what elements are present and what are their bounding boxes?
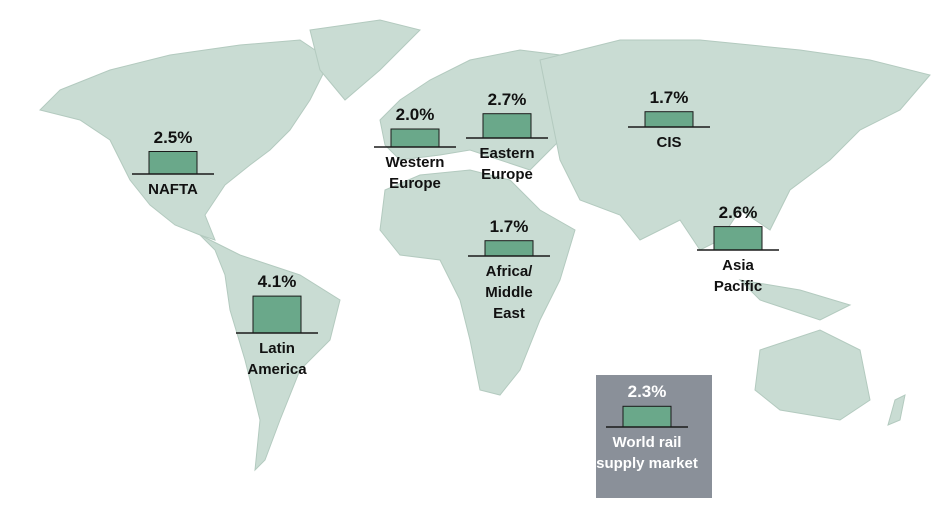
asia: [539, 39, 931, 251]
region-label: Eastern Europe: [479, 145, 535, 183]
value-label: 4.1%: [257, 272, 297, 292]
value-label: 2.5%: [153, 127, 193, 147]
value-label: 1.7%: [649, 87, 689, 107]
continents: [39, 19, 931, 472]
growth-bar: [252, 295, 302, 334]
growth-bar: [622, 405, 672, 428]
region-label: Latin America: [247, 340, 307, 378]
region-label: NAFTA: [148, 181, 198, 198]
world-box: [596, 375, 712, 498]
value-label: 2.3%: [627, 382, 667, 402]
value-label: 2.0%: [395, 105, 435, 124]
value-label: 2.7%: [487, 89, 527, 109]
region-label: Western Europe: [385, 154, 445, 192]
africa: [379, 169, 576, 396]
indonesia: [738, 279, 852, 321]
region-label: World rail supply market: [596, 434, 698, 472]
north-america: [39, 39, 331, 241]
value-label: 1.7%: [489, 216, 529, 236]
growth-bar: [644, 111, 694, 128]
greenland: [309, 19, 421, 101]
value-label: 2.6%: [718, 202, 758, 222]
region-label: CIS: [656, 134, 682, 151]
growth-bar: [484, 240, 534, 257]
growth-bar: [148, 151, 198, 175]
new-zealand: [887, 394, 906, 426]
region-label: Africa/ Middle East: [485, 263, 533, 322]
growth-bar: [713, 226, 763, 251]
australia: [754, 329, 871, 421]
south-america: [199, 234, 341, 472]
growth-bar: [390, 128, 440, 148]
region-label: Asia Pacific: [713, 257, 763, 295]
growth-bar: [482, 113, 532, 139]
